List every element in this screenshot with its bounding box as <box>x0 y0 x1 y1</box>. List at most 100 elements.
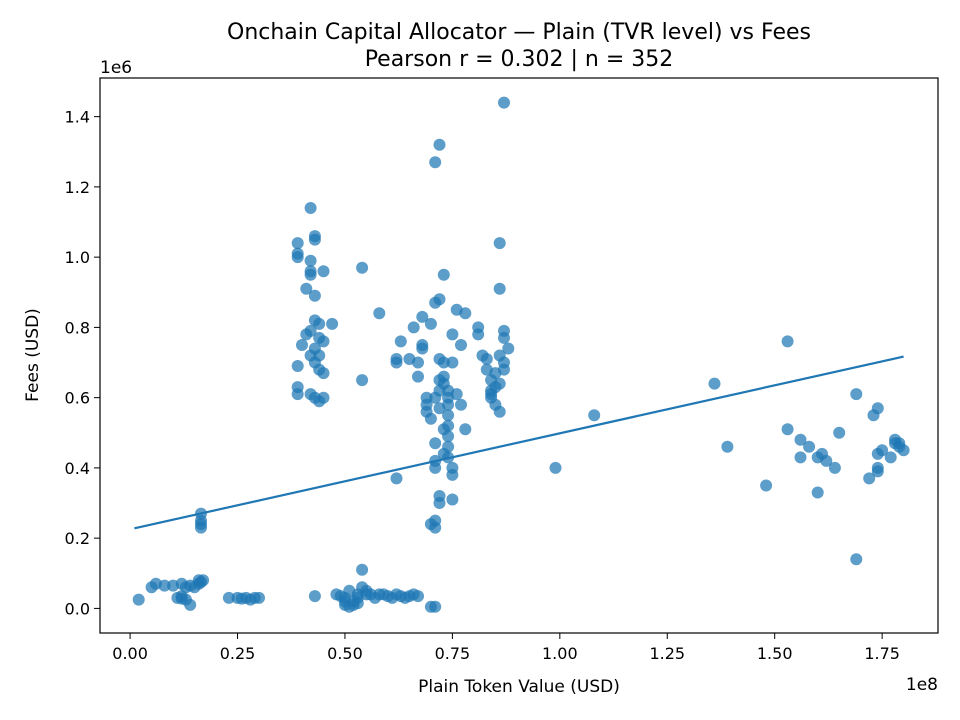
scatter-point-102 <box>416 310 429 323</box>
x-tick-label-3: 0.75 <box>435 644 471 663</box>
scatter-point-101 <box>412 356 424 369</box>
scatter-point-157 <box>480 353 493 365</box>
scatter-point-186 <box>803 440 816 453</box>
chart-subtitle: Pearson r = 0.302 | n = 352 <box>365 47 674 72</box>
scatter-point-181 <box>760 479 773 492</box>
scatter-point-92 <box>356 374 369 387</box>
scatter-point-144 <box>455 398 467 411</box>
y-tick-label-5: 1.0 <box>65 248 90 267</box>
scatter-point-22 <box>222 591 235 604</box>
scatter-point-123 <box>433 138 446 151</box>
scatter-point-0 <box>132 593 145 606</box>
scatter-point-193 <box>850 388 863 401</box>
scatter-point-94 <box>390 472 403 485</box>
scatter-point-16 <box>184 598 197 611</box>
scatter-point-50 <box>291 360 304 372</box>
scatter-point-122 <box>429 156 442 169</box>
scatter-point-121 <box>433 293 446 306</box>
scatter-point-143 <box>450 388 463 401</box>
scatter-point-86 <box>412 590 424 603</box>
y-tick-label-1: 0.2 <box>65 529 90 548</box>
scatter-point-178 <box>588 409 601 422</box>
y-axis-label: Fees (USD) <box>23 308 43 402</box>
y-tick-label-0: 0.0 <box>65 599 90 618</box>
scatter-point-155 <box>472 328 485 341</box>
x-tick-label-0: 0.00 <box>112 644 148 663</box>
scatter-point-62 <box>308 590 321 603</box>
scatter-point-12 <box>192 577 205 590</box>
y-axis-ticks: 0.0 0.2 0.4 0.6 0.8 1.0 1.2 1.4 <box>65 108 100 618</box>
scatter-point-119 <box>429 437 442 450</box>
scatter-point-140 <box>446 356 459 369</box>
scatter-point-201 <box>871 465 884 478</box>
scatter-point-152 <box>437 423 450 436</box>
y-exponent-label: 1e6 <box>100 58 132 78</box>
scatter-point-72 <box>356 563 369 576</box>
scatter-point-21 <box>195 521 207 534</box>
scatter-point-116 <box>433 490 446 502</box>
scatter-point-184 <box>794 433 807 446</box>
scatter-point-197 <box>871 402 884 415</box>
scatter-point-185 <box>794 451 807 464</box>
scatter-point-188 <box>811 486 824 499</box>
scatter-point-96 <box>390 353 403 365</box>
x-tick-label-4: 1.00 <box>542 644 578 663</box>
scatter-point-97 <box>394 335 407 348</box>
scatter-point-49 <box>317 367 330 380</box>
scatter-point-151 <box>433 402 446 415</box>
x-exponent-label: 1e8 <box>906 675 938 695</box>
y-tick-label-2: 0.4 <box>65 459 90 478</box>
scatter-point-145 <box>455 339 467 351</box>
scatter-point-93 <box>373 307 386 320</box>
scatter-point-108 <box>424 317 437 330</box>
scatter-point-153 <box>437 447 450 460</box>
scatter-point-61 <box>313 349 326 362</box>
x-tick-label-1: 0.25 <box>220 644 256 663</box>
scatter-point-90 <box>351 597 364 610</box>
scatter-point-104 <box>416 342 429 355</box>
scatter-point-40 <box>304 202 317 214</box>
scatter-point-195 <box>863 472 876 485</box>
scatter-point-57 <box>326 317 339 330</box>
scatter-point-150 <box>429 391 442 404</box>
scatter-point-99 <box>407 321 420 334</box>
scatter-point-148 <box>433 374 446 387</box>
scatter-point-56 <box>317 391 330 404</box>
scatter-point-202 <box>884 451 897 464</box>
chart-title: Onchain Capital Allocator — Plain (TVR l… <box>227 20 811 45</box>
scatter-point-89 <box>339 595 351 608</box>
scatter-point-100 <box>412 370 424 383</box>
scatter-point-182 <box>781 423 794 436</box>
y-tick-label-3: 0.6 <box>65 389 90 408</box>
scatter-point-183 <box>781 335 794 348</box>
scatter-point-168 <box>493 237 506 250</box>
scatter-point-43 <box>313 317 326 330</box>
points-layer <box>132 96 910 613</box>
scatter-point-180 <box>721 440 734 453</box>
scatter-point-91 <box>356 261 369 274</box>
scatter-point-175 <box>485 388 498 401</box>
y-tick-label-6: 1.2 <box>65 178 90 197</box>
x-axis-ticks: 0.00 0.25 0.50 0.75 1.00 1.25 1.50 1.75 <box>112 633 900 663</box>
scatter-point-207 <box>889 433 901 446</box>
scatter-point-41 <box>308 289 321 302</box>
scatter-point-200 <box>876 444 889 457</box>
scatter-point-3 <box>158 579 171 592</box>
scatter-point-28 <box>253 591 265 604</box>
x-tick-label-7: 1.75 <box>864 644 900 663</box>
scatter-point-52 <box>291 388 304 401</box>
scatter-point-17 <box>175 590 188 603</box>
scatter-point-139 <box>446 493 459 506</box>
x-tick-label-2: 0.50 <box>327 644 363 663</box>
scatter-point-59 <box>304 254 317 267</box>
trend-line <box>134 355 904 530</box>
x-tick-label-6: 1.50 <box>757 644 793 663</box>
scatter-point-191 <box>828 461 841 474</box>
scatter-point-32 <box>296 339 308 351</box>
scatter-point-165 <box>493 377 506 390</box>
scatter-point-192 <box>833 426 846 439</box>
scatter-point-173 <box>502 342 515 355</box>
scatter-point-31 <box>291 251 304 264</box>
scatter-point-138 <box>446 468 459 481</box>
